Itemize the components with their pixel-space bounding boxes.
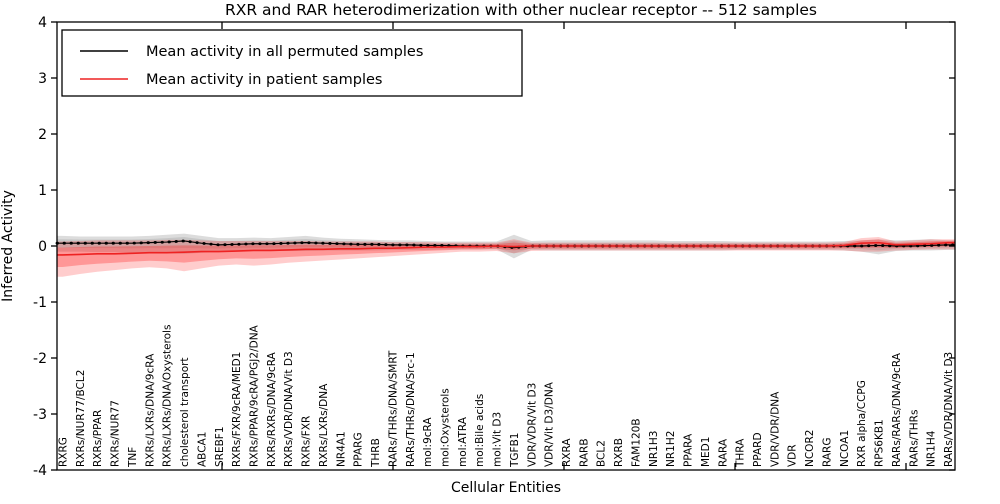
- x-tick-labels: RXRG RXRs/NUR77/BCL2 RXRs/PPAR RXRs/NUR77 TN…: [58, 324, 956, 468]
- x-tick-label: VDR: [787, 444, 799, 467]
- band-outer-1: [57, 237, 955, 277]
- y-tick-label: 2: [38, 127, 47, 143]
- x-tick-label: RXRs/LXRs/DNA/9cRA: [144, 353, 156, 467]
- band-inner-0: [57, 236, 955, 254]
- x-tick-label: RXRs/PPAR/9cRA/PGJ2/DNA: [248, 324, 260, 467]
- x-tick-label: RXRs/FXR: [301, 416, 313, 467]
- x-tick-label: RXR alpha/CCPG: [856, 380, 868, 467]
- x-tick-label: PPARG: [353, 432, 365, 467]
- x-tick-label: RXRs/FXR/9cRA/MED1: [231, 352, 243, 467]
- x-tick-label: RXRs/RXRs/DNA/9cRA: [266, 351, 278, 467]
- x-tick-label: FAM120B: [630, 418, 642, 467]
- x-tick-label: ABCA1: [196, 432, 208, 467]
- x-tick-label: RARs/THRs/DNA/Src-1: [405, 352, 417, 467]
- x-tick-label: MED1: [700, 437, 712, 467]
- confidence-bands: [57, 233, 955, 277]
- x-tick-label: cholesterol transport: [179, 357, 191, 467]
- x-tick-label: RXRs/LXRs/DNA: [318, 383, 330, 467]
- series-lines: [55, 239, 957, 256]
- x-tick-label: PPARA: [683, 433, 695, 467]
- x-tick-label: RARG: [821, 438, 833, 468]
- x-tick-label: RXRG: [58, 437, 70, 467]
- y-tick-label: 3: [38, 71, 47, 87]
- y-tick-label: -4: [33, 463, 47, 479]
- x-tick-label: THRA: [735, 438, 747, 468]
- x-tick-label: RXRA: [561, 438, 573, 467]
- x-tick-label: RARs/RARs/DNA/9cRA: [891, 352, 903, 467]
- x-tick-label: mol:Oxysterols: [439, 388, 451, 467]
- x-tick-label: NR1H2: [665, 431, 677, 467]
- axis-ticks: [51, 21, 955, 471]
- x-tick-label: TGFB1: [509, 433, 521, 468]
- legend: Mean activity in all permuted samples Me…: [61, 29, 523, 97]
- x-tick-label: mol:Vit D3: [492, 412, 504, 467]
- y-tick-label: -1: [33, 295, 47, 311]
- y-tick-label: -3: [33, 407, 47, 423]
- x-tick-label: NR4A1: [335, 431, 347, 467]
- x-tick-label: RXRs/VDR/DNA/Vit D3: [283, 351, 295, 467]
- x-tick-label: RARs/THRs: [908, 410, 920, 467]
- legend-label-patient: Mean activity in patient samples: [146, 72, 382, 88]
- x-tick-label: RARs/THRs/DNA/SMRT: [387, 350, 399, 467]
- y-tick-labels: 4 3 2 1 0 -1 -2 -3 -4: [33, 15, 47, 479]
- y-tick-label: -2: [33, 351, 47, 367]
- x-tick-label: RXRs/NUR77/BCL2: [75, 370, 87, 467]
- x-tick-label: VDR/VDR/Vit D3: [526, 383, 538, 467]
- x-tick-label: NR1H4: [926, 430, 938, 467]
- x-tick-label: PPARD: [752, 432, 764, 467]
- x-tick-label: SREBF1: [214, 426, 226, 467]
- x-tick-label: mol:ATRA: [457, 416, 469, 467]
- mean-line-patient: [57, 241, 955, 256]
- x-tick-label: RARB: [578, 438, 590, 467]
- legend-box: [61, 29, 523, 97]
- x-tick-label: RXRB: [613, 438, 625, 467]
- x-tick-label: mol:9cRA: [422, 417, 434, 467]
- chart-title: RXR and RAR heterodimerization with othe…: [225, 1, 817, 19]
- x-axis-label: Cellular Entities: [451, 480, 561, 496]
- x-tick-label: RXRs/LXRs/DNA/Oxysterols: [162, 325, 174, 467]
- y-tick-label: 0: [38, 239, 47, 255]
- x-tick-label: RARA: [717, 438, 729, 467]
- y-tick-label: 4: [38, 15, 47, 31]
- x-tick-label: VDR/Vit D3/DNA: [544, 381, 556, 467]
- x-tick-label: THRB: [370, 438, 382, 468]
- x-tick-label: BCL2: [596, 440, 608, 467]
- x-tick-label: RPS6KB1: [874, 419, 886, 467]
- x-tick-label: RXRs/PPAR: [92, 410, 104, 467]
- x-tick-label: NCOR2: [804, 430, 816, 467]
- legend-label-permuted: Mean activity in all permuted samples: [146, 44, 423, 60]
- x-tick-label: NR1H3: [648, 431, 660, 467]
- x-tick-label: VDR/VDR/DNA: [769, 391, 781, 467]
- y-tick-label: 1: [38, 183, 47, 199]
- x-tick-label: RARs/VDR/DNA/Vit D3: [943, 352, 955, 467]
- x-tick-label: TNF: [127, 447, 139, 468]
- x-tick-label: RXRs/NUR77: [110, 400, 122, 467]
- x-tick-label: mol:Bile acids: [474, 394, 486, 467]
- y-axis-label: Inferred Activity: [0, 190, 16, 302]
- x-tick-label: NCOA1: [839, 430, 851, 467]
